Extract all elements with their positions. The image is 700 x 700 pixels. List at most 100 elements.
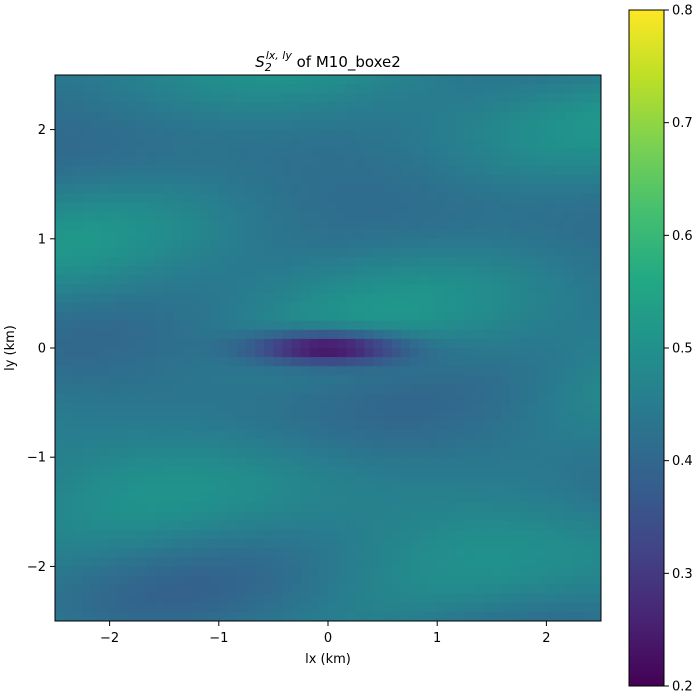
heatmap-cell (118, 566, 129, 577)
heatmap-cell (291, 93, 302, 103)
heatmap-cell (446, 539, 456, 549)
heatmap-cell (118, 420, 129, 431)
heatmap-cell (127, 102, 138, 112)
heatmap-cell (373, 238, 384, 249)
heatmap-cell (309, 329, 320, 340)
heatmap-cell (246, 411, 256, 422)
heatmap-cell (346, 411, 356, 422)
heatmap-cell (255, 120, 265, 131)
heatmap-cell (473, 411, 484, 422)
heatmap-cell (519, 593, 529, 604)
heatmap-cell (109, 393, 120, 404)
heatmap-cell (227, 166, 238, 176)
heatmap-cell (227, 111, 238, 122)
heatmap-cell (146, 466, 156, 476)
heatmap-cell (291, 338, 302, 349)
heatmap-cell (564, 247, 575, 258)
heatmap-cell (164, 147, 174, 158)
heatmap-cell (82, 493, 92, 504)
heatmap-cell (237, 611, 247, 621)
heatmap-cell (191, 220, 202, 231)
heatmap-cell (428, 293, 438, 304)
heatmap-cell (409, 366, 420, 376)
heatmap-cell (591, 557, 601, 567)
heatmap-cell (409, 539, 420, 549)
heatmap-cell (155, 193, 165, 203)
heatmap-cell (55, 466, 65, 476)
heatmap-cell (55, 457, 65, 467)
heatmap-cell (55, 238, 65, 249)
heatmap-cell (364, 439, 375, 449)
heatmap-cell (318, 548, 329, 558)
heatmap-cell (491, 275, 502, 285)
heatmap-cell (409, 238, 420, 249)
heatmap-cell (291, 448, 302, 458)
heatmap-cell (191, 238, 202, 249)
heatmap-cell (537, 375, 547, 385)
heatmap-cell (564, 229, 575, 240)
heatmap-cell (419, 448, 429, 458)
heatmap-cell (419, 138, 429, 149)
heatmap-cell (582, 266, 593, 276)
heatmap-cell (209, 566, 220, 577)
heatmap-cell (300, 466, 311, 476)
heatmap-cell (209, 375, 220, 385)
heatmap-cell (237, 402, 247, 413)
heatmap-cell (391, 311, 402, 322)
heatmap-cell (391, 484, 402, 495)
heatmap-cell (209, 366, 220, 376)
heatmap-cell (437, 193, 447, 203)
heatmap-cell (510, 275, 520, 285)
heatmap-cell (391, 111, 402, 122)
heatmap-cell (437, 275, 447, 285)
heatmap-cell (237, 429, 247, 440)
heatmap-cell (209, 166, 220, 176)
heatmap-cell (510, 384, 520, 395)
heatmap-cell (82, 539, 92, 549)
heatmap-cell (564, 429, 575, 440)
heatmap-cell (218, 575, 229, 586)
heatmap-cell (446, 584, 456, 595)
heatmap-cell (173, 530, 183, 540)
heatmap-cell (209, 311, 220, 322)
heatmap-cell (373, 530, 384, 540)
heatmap-cell (337, 466, 347, 476)
heatmap-cell (200, 93, 211, 103)
heatmap-cell (64, 393, 74, 404)
heatmap-cell (500, 530, 511, 540)
heatmap-cell (273, 111, 284, 122)
heatmap-cell (173, 257, 183, 267)
heatmap-cell (309, 502, 320, 513)
heatmap-cell (573, 102, 584, 112)
heatmap-cell (419, 84, 429, 94)
heatmap-cell (173, 484, 183, 495)
heatmap-cell (382, 229, 393, 240)
heatmap-cell (91, 229, 102, 240)
heatmap-cell (55, 229, 65, 240)
heatmap-cell (491, 520, 502, 531)
heatmap-cell (391, 293, 402, 304)
heatmap-cell (246, 348, 256, 358)
heatmap-cell (136, 420, 147, 431)
heatmap-cell (355, 566, 365, 577)
heatmap-cell (409, 493, 420, 504)
heatmap-cell (127, 329, 138, 340)
heatmap-cell (227, 457, 238, 467)
heatmap-cell (573, 275, 584, 285)
heatmap-cell (364, 584, 375, 595)
heatmap-cell (291, 257, 302, 267)
heatmap-cell (218, 466, 229, 476)
heatmap-cell (209, 484, 220, 495)
heatmap-cell (400, 502, 411, 513)
heatmap-cell (537, 366, 547, 376)
heatmap-cell (300, 229, 311, 240)
heatmap-cell (100, 429, 111, 440)
heatmap-cell (118, 175, 129, 185)
heatmap-cell (146, 502, 156, 513)
heatmap-cell (146, 338, 156, 349)
heatmap-cell (109, 448, 120, 458)
heatmap-cell (318, 138, 329, 149)
heatmap-cell (218, 457, 229, 467)
heatmap-cell (482, 193, 493, 203)
heatmap-cell (346, 257, 356, 267)
